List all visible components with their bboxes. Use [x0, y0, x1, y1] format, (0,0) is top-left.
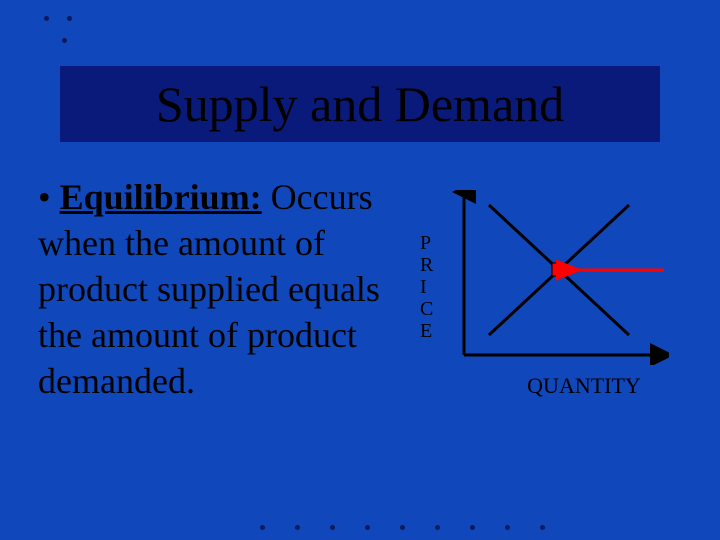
dot: [62, 38, 67, 43]
dot: [260, 525, 265, 530]
equilibrium-point: [552, 263, 565, 276]
dot: [435, 525, 440, 530]
dot: [295, 525, 300, 530]
decorative-dot-top-2: [62, 38, 67, 43]
y-axis-label-price: P R I C E: [420, 232, 433, 342]
x-axis-label-quantity: QUANTITY: [468, 373, 700, 399]
bullet-marker: •: [38, 177, 51, 217]
dot: [330, 525, 335, 530]
decorative-dots-bottom: [260, 525, 545, 530]
slide-title: Supply and Demand: [156, 75, 564, 133]
dot: [365, 525, 370, 530]
dot: [400, 525, 405, 530]
dot: [44, 16, 49, 21]
decorative-dots-top: [44, 16, 72, 21]
dot: [540, 525, 545, 530]
chart-svg: [439, 190, 669, 365]
body-text: • Equilibrium: Occurs when the amount of…: [38, 174, 408, 404]
dot: [67, 16, 72, 21]
dot: [505, 525, 510, 530]
dot: [470, 525, 475, 530]
title-bar: Supply and Demand: [60, 66, 660, 142]
term-equilibrium: Equilibrium:: [60, 177, 262, 217]
supply-demand-chart: P R I C E: [420, 190, 700, 399]
